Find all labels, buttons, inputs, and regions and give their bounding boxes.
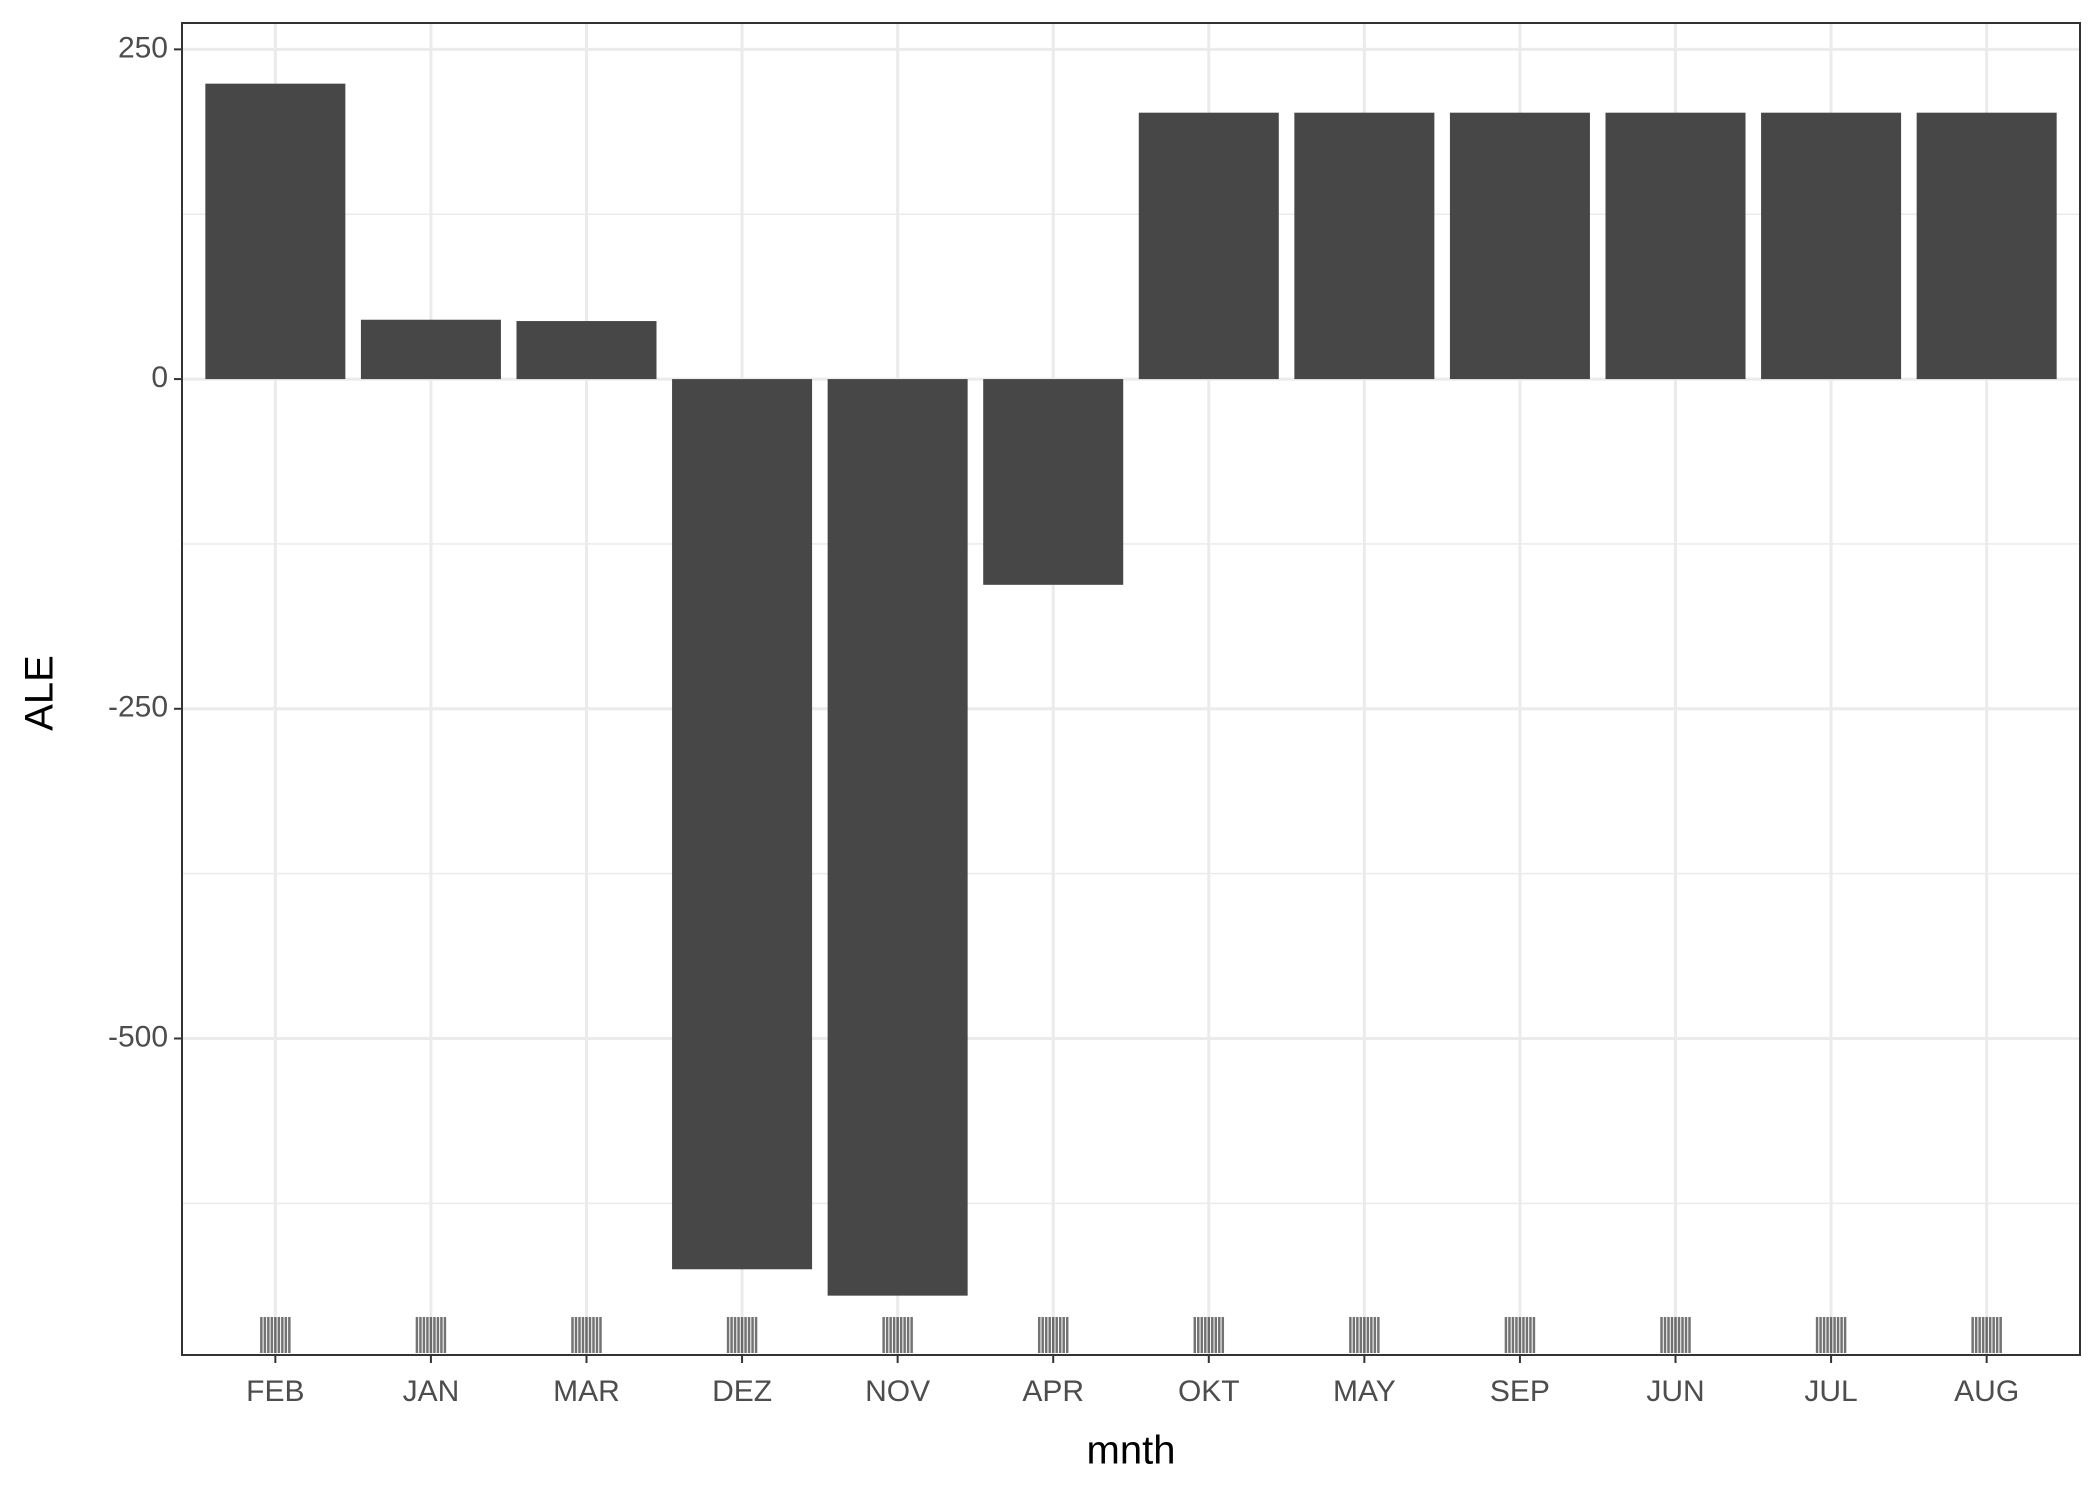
bar (516, 321, 657, 380)
x-tick-label: DEZ (712, 1375, 772, 1408)
bar (1294, 112, 1435, 380)
bar (983, 379, 1124, 585)
x-tick-label: NOV (865, 1375, 930, 1408)
x-tick-label: FEB (246, 1375, 304, 1408)
y-tick-label: -250 (108, 691, 168, 724)
y-axis-title: ALE (18, 655, 62, 731)
bar (1916, 112, 2057, 380)
x-tick-label: OKT (1178, 1375, 1240, 1408)
bar (672, 379, 813, 1270)
x-axis-title: mnth (1087, 1429, 1176, 1473)
x-tick-label: JAN (403, 1375, 460, 1408)
bar (1449, 112, 1590, 380)
x-tick-label: JUN (1646, 1375, 1704, 1408)
bar (205, 83, 346, 380)
bar (1138, 112, 1279, 380)
bar (827, 379, 968, 1296)
x-tick-label: SEP (1490, 1375, 1550, 1408)
x-tick-label: AUG (1954, 1375, 2019, 1408)
x-tick-label: APR (1022, 1375, 1084, 1408)
y-tick-label: 0 (151, 361, 168, 394)
y-tick-label: 250 (118, 31, 168, 64)
x-tick-label: MAY (1333, 1375, 1396, 1408)
bar (1761, 112, 1902, 380)
x-tick-label: JUL (1804, 1375, 1857, 1408)
bar (1605, 112, 1746, 380)
y-tick-label: -500 (108, 1020, 168, 1053)
panel-border (181, 22, 2081, 1356)
x-tick-label: MAR (553, 1375, 620, 1408)
bar (360, 319, 501, 380)
